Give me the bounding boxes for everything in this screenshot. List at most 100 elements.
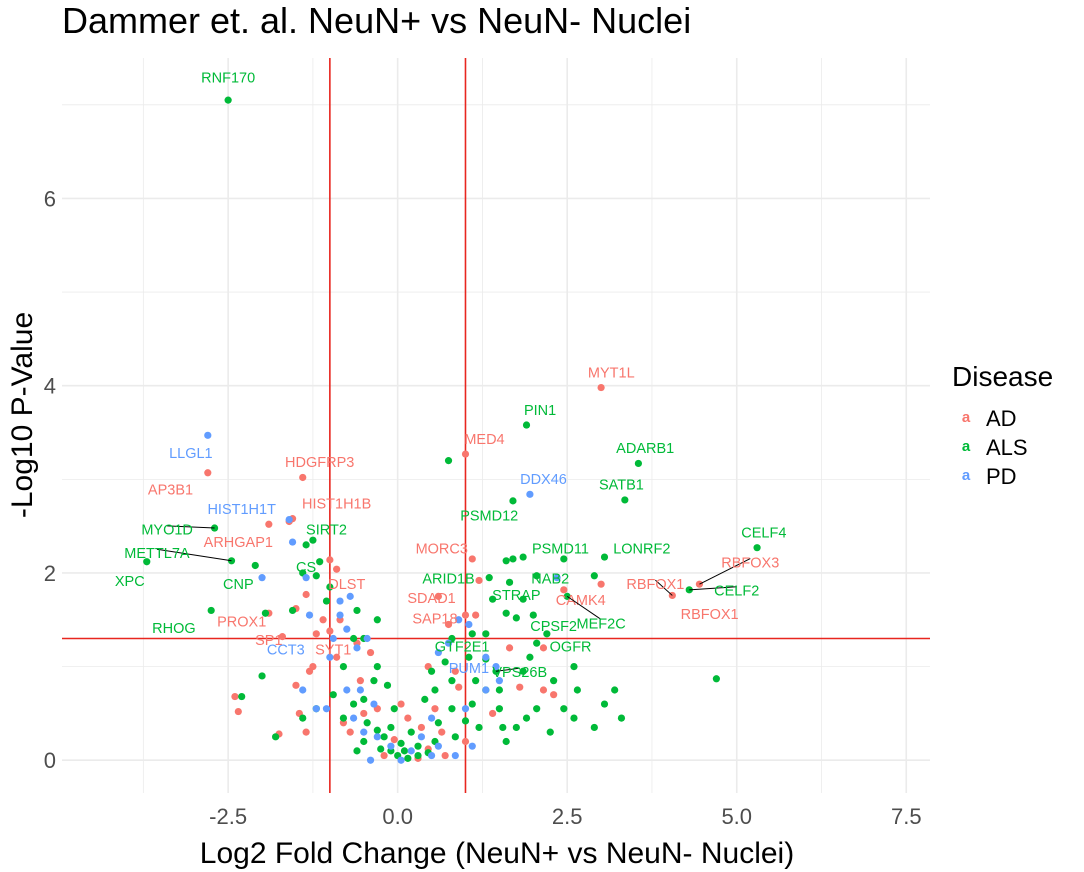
point-ad bbox=[302, 728, 310, 736]
point-ad bbox=[302, 590, 310, 599]
x-tick-label: 5.0 bbox=[721, 804, 752, 829]
point-ad bbox=[231, 692, 239, 701]
point-als bbox=[390, 705, 398, 713]
point-als bbox=[502, 737, 510, 746]
point-als bbox=[590, 723, 598, 732]
point-als bbox=[522, 714, 531, 722]
point-als bbox=[397, 739, 405, 747]
point-label: RNF170 bbox=[201, 70, 255, 86]
point-pd bbox=[526, 490, 534, 498]
point-ad bbox=[292, 681, 300, 689]
point-als bbox=[207, 606, 215, 615]
point-als bbox=[519, 595, 527, 603]
point-pd bbox=[322, 705, 331, 713]
point-als bbox=[611, 686, 619, 694]
point-label: CPSF2 bbox=[530, 619, 577, 635]
point-label: CNP bbox=[223, 577, 254, 593]
x-axis-title: Log2 Fold Change (NeuN+ vs NeuN- Nuclei) bbox=[200, 837, 794, 870]
point-als bbox=[377, 745, 385, 753]
point-als bbox=[258, 672, 266, 680]
point-als bbox=[482, 630, 490, 638]
point-als bbox=[326, 583, 334, 591]
point-als bbox=[546, 728, 554, 736]
point-als bbox=[302, 541, 310, 549]
point-als bbox=[475, 723, 483, 732]
point-label: RBFOX3 bbox=[721, 555, 779, 571]
point-pd bbox=[336, 597, 344, 605]
point-als bbox=[339, 714, 348, 722]
point-label: ADARB1 bbox=[616, 441, 674, 457]
point-label: LLGL1 bbox=[169, 446, 213, 462]
point-als bbox=[360, 695, 368, 703]
point-als bbox=[373, 726, 381, 734]
point-label: MYO1D bbox=[141, 523, 193, 539]
point-als bbox=[468, 630, 476, 638]
label-leader-line bbox=[156, 548, 232, 562]
point-pd bbox=[427, 751, 436, 760]
point-pd bbox=[326, 653, 334, 661]
point-ad bbox=[489, 709, 497, 718]
y-tick-labels: 0 2 4 6 bbox=[44, 186, 56, 773]
point-pd bbox=[285, 515, 293, 524]
point-als bbox=[617, 714, 626, 722]
x-tick-label: -2.5 bbox=[209, 804, 247, 829]
point-ad bbox=[360, 709, 368, 718]
point-als bbox=[600, 700, 609, 708]
point-ad bbox=[390, 736, 398, 744]
point-pd bbox=[360, 728, 368, 736]
x-tick-label: 2.5 bbox=[552, 804, 583, 829]
point-als bbox=[573, 686, 581, 694]
legend-label-als: ALS bbox=[986, 435, 1028, 460]
point-ad bbox=[539, 686, 548, 694]
point-ad bbox=[455, 683, 463, 691]
point-label: XPC bbox=[115, 574, 145, 590]
point-ad bbox=[550, 691, 558, 699]
point-als bbox=[322, 597, 331, 605]
point-pd bbox=[417, 733, 426, 741]
point-ad bbox=[326, 627, 334, 635]
point-label: GTF2E1 bbox=[435, 640, 490, 656]
point-label: DLST bbox=[328, 577, 365, 593]
point-als bbox=[634, 459, 643, 468]
point-als bbox=[387, 723, 395, 732]
point-als bbox=[590, 572, 598, 580]
point-als bbox=[502, 557, 510, 565]
x-tick-label: 7.5 bbox=[891, 804, 922, 829]
point-label: PSMD12 bbox=[460, 509, 518, 525]
point-als bbox=[288, 606, 297, 615]
point-pd bbox=[373, 733, 381, 741]
point-pd bbox=[356, 686, 364, 694]
point-als bbox=[353, 747, 361, 755]
point-pd bbox=[363, 634, 371, 643]
point-pd bbox=[387, 742, 395, 750]
point-als bbox=[519, 667, 527, 675]
point-pd bbox=[305, 611, 314, 619]
point-label: STRAP bbox=[492, 588, 540, 604]
point-als bbox=[512, 723, 520, 732]
point-ad bbox=[404, 714, 412, 722]
label-leader-line bbox=[689, 586, 737, 591]
point-ad bbox=[319, 616, 327, 624]
point-label: DDX46 bbox=[520, 472, 567, 488]
point-pd bbox=[336, 611, 344, 619]
point-als bbox=[431, 686, 439, 694]
point-als bbox=[224, 96, 232, 104]
point-pd bbox=[455, 616, 463, 624]
point-label: MYT1L bbox=[588, 365, 635, 381]
point-ad bbox=[431, 705, 439, 713]
point-label: SATB1 bbox=[599, 478, 644, 494]
point-pd bbox=[299, 686, 307, 694]
point-ad bbox=[299, 473, 307, 482]
point-als bbox=[363, 719, 371, 727]
point-label: NAB2 bbox=[531, 571, 569, 587]
grid-lines bbox=[62, 58, 930, 793]
point-label: VPS26B bbox=[492, 665, 547, 681]
point-als bbox=[522, 421, 531, 429]
point-als bbox=[227, 557, 236, 565]
point-als bbox=[414, 742, 422, 750]
point-pd bbox=[553, 574, 561, 582]
reference-lines bbox=[62, 58, 930, 793]
point-als bbox=[349, 700, 358, 708]
point-ad bbox=[434, 592, 442, 600]
point-label: METTL7A bbox=[124, 546, 190, 562]
